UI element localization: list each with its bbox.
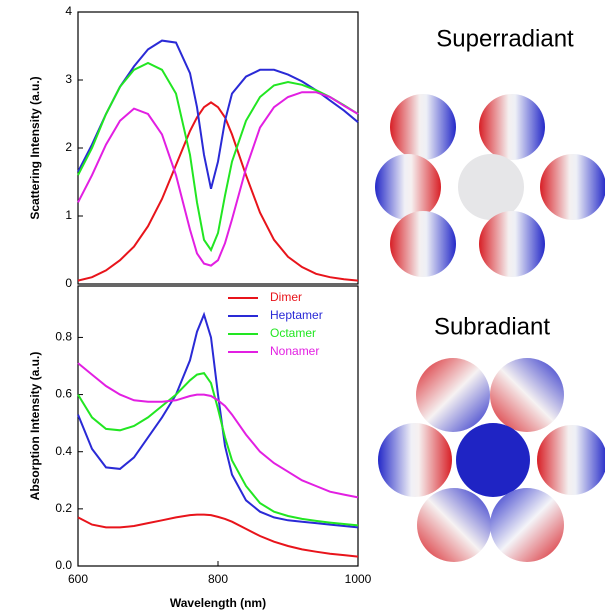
series-line [77, 311, 359, 529]
particle [417, 488, 491, 562]
series-line [77, 101, 359, 282]
particle [490, 358, 564, 432]
y-tick-label: 0.6 [55, 387, 72, 401]
particle [540, 154, 605, 220]
particle [479, 211, 545, 277]
superradiant-diagram [375, 94, 605, 277]
series-line [77, 61, 359, 253]
y-tick-label: 0 [65, 276, 72, 290]
legend-label: Heptamer [270, 308, 323, 322]
particle [537, 425, 605, 495]
y-tick-label: 0.4 [55, 444, 72, 458]
x-axis-label: Wavelength (nm) [170, 596, 266, 610]
y-axis-label: Absorption Intensity (a.u.) [28, 352, 42, 501]
particle [479, 94, 545, 160]
particle [375, 154, 441, 220]
plots: 0 1 2 3 4 Scattering Intensity (a.u.) 0.0 0.2 0.… [28, 4, 371, 610]
series-line [77, 39, 359, 190]
particle [390, 211, 456, 277]
particle [456, 423, 530, 497]
y-tick-label: 3 [65, 72, 72, 86]
y-tick-label: 1 [65, 208, 72, 222]
legend-label: Octamer [270, 326, 316, 340]
particle [378, 423, 452, 497]
y-tick-label: 0.2 [55, 501, 72, 515]
particle [458, 154, 524, 220]
legend-label: Dimer [270, 290, 302, 304]
y-tick-label: 4 [65, 4, 72, 18]
series-line [77, 91, 359, 267]
y-axis-label: Scattering Intensity (a.u.) [28, 76, 42, 219]
y-tick-label: 0.8 [55, 330, 72, 344]
y-tick-label: 2 [65, 140, 72, 154]
particle [416, 358, 490, 432]
series-line [77, 513, 359, 558]
series-line [77, 371, 359, 527]
particle [490, 488, 564, 562]
x-tick-label: 800 [208, 572, 228, 586]
diagram-title: Subradiant [434, 313, 550, 340]
y-tick-label: 0.0 [55, 558, 72, 572]
x-tick-label: 600 [68, 572, 88, 586]
particle [390, 94, 456, 160]
x-tick-label: 1000 [345, 572, 372, 586]
subradiant-diagram [378, 358, 605, 562]
diagram-title: Superradiant [436, 25, 574, 52]
legend-label: Nonamer [270, 344, 319, 358]
series-line [77, 362, 359, 499]
plot-frame [77, 11, 359, 285]
